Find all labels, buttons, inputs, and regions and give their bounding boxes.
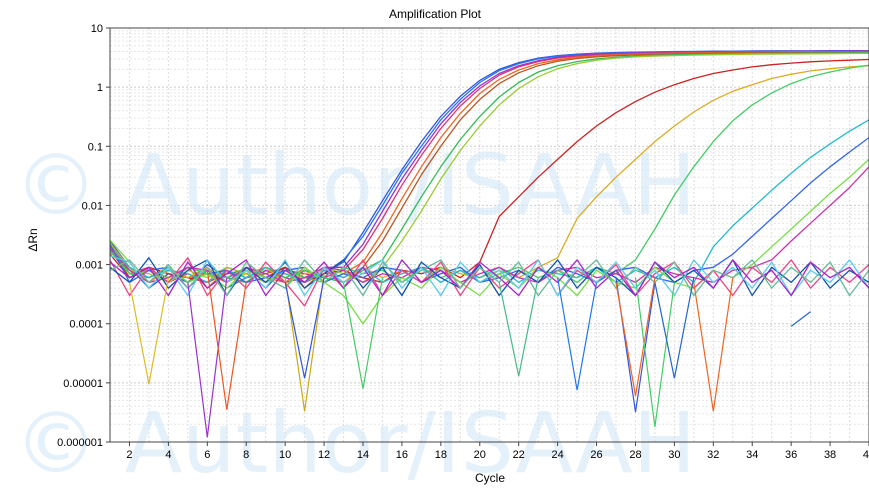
series-layer xyxy=(109,49,869,325)
watermark-top: © Author/ISAAH xyxy=(14,136,696,234)
x-tick-label: 40 xyxy=(863,449,869,461)
x-tick-label: 34 xyxy=(746,449,758,461)
spike-line xyxy=(128,277,169,385)
watermark-layer: © Author/ISAAH © Author/ISAAH xyxy=(14,136,696,492)
plot-area xyxy=(110,28,869,442)
y-tick-label: 0.0001 xyxy=(69,319,103,331)
spike-line xyxy=(634,277,675,427)
chart-title: Amplification Plot xyxy=(389,7,482,21)
x-tick-label: 24 xyxy=(551,449,563,461)
x-tick-label: 22 xyxy=(513,449,525,461)
y-axis-title: ΔRn xyxy=(26,228,40,251)
spike-line xyxy=(206,270,247,410)
x-axis-title: Cycle xyxy=(475,471,505,485)
series-line xyxy=(109,259,869,297)
series-line xyxy=(109,259,869,297)
x-tick-label: 6 xyxy=(204,449,210,461)
spike-line xyxy=(693,277,734,412)
series-line xyxy=(109,119,869,284)
x-tick-label: 16 xyxy=(396,449,408,461)
y-tick-label: 0.01 xyxy=(82,200,103,212)
y-axis-ticks: 0.000001 0.00001 0.0001 0.001 0.01 0.1 1 10 xyxy=(57,23,110,449)
y-tick-label: 0.000001 xyxy=(57,437,103,449)
x-tick-label: 8 xyxy=(243,449,249,461)
series-line xyxy=(109,255,869,297)
y-tick-label: 10 xyxy=(91,23,103,35)
spike-line xyxy=(284,273,325,412)
x-tick-label: 30 xyxy=(668,449,680,461)
spike-line xyxy=(342,277,384,389)
x-tick-label: 14 xyxy=(357,449,369,461)
spike-line xyxy=(498,277,539,377)
spike-line xyxy=(557,277,598,391)
x-tick-label: 4 xyxy=(165,449,171,461)
y-tick-label: 1 xyxy=(97,82,103,94)
watermark-bottom: © Author/ISAAH xyxy=(14,394,696,492)
x-tick-label: 36 xyxy=(785,449,797,461)
x-tick-label: 10 xyxy=(279,449,291,461)
spike-layer xyxy=(128,270,811,438)
y-tick-label: 0.001 xyxy=(75,260,103,272)
spike-line xyxy=(790,311,811,327)
x-axis-ticks: 246810121416182022242628303234363840 xyxy=(126,442,869,461)
series-line xyxy=(109,52,869,284)
x-tick-label: 18 xyxy=(435,449,447,461)
x-tick-label: 28 xyxy=(629,449,641,461)
spike-line xyxy=(284,277,325,379)
x-tick-label: 26 xyxy=(590,449,602,461)
y-tick-label: 0.1 xyxy=(88,141,103,153)
grid-lines xyxy=(109,28,869,443)
x-tick-label: 12 xyxy=(318,449,330,461)
x-tick-label: 32 xyxy=(707,449,719,461)
x-tick-label: 20 xyxy=(474,449,486,461)
plot-border xyxy=(109,27,869,443)
y-tick-label: 0.00001 xyxy=(63,378,103,390)
spike-line xyxy=(654,277,695,379)
spike-line xyxy=(187,277,228,438)
x-tick-label: 2 xyxy=(126,449,132,461)
x-tick-label: 38 xyxy=(824,449,836,461)
spike-line xyxy=(615,277,656,397)
